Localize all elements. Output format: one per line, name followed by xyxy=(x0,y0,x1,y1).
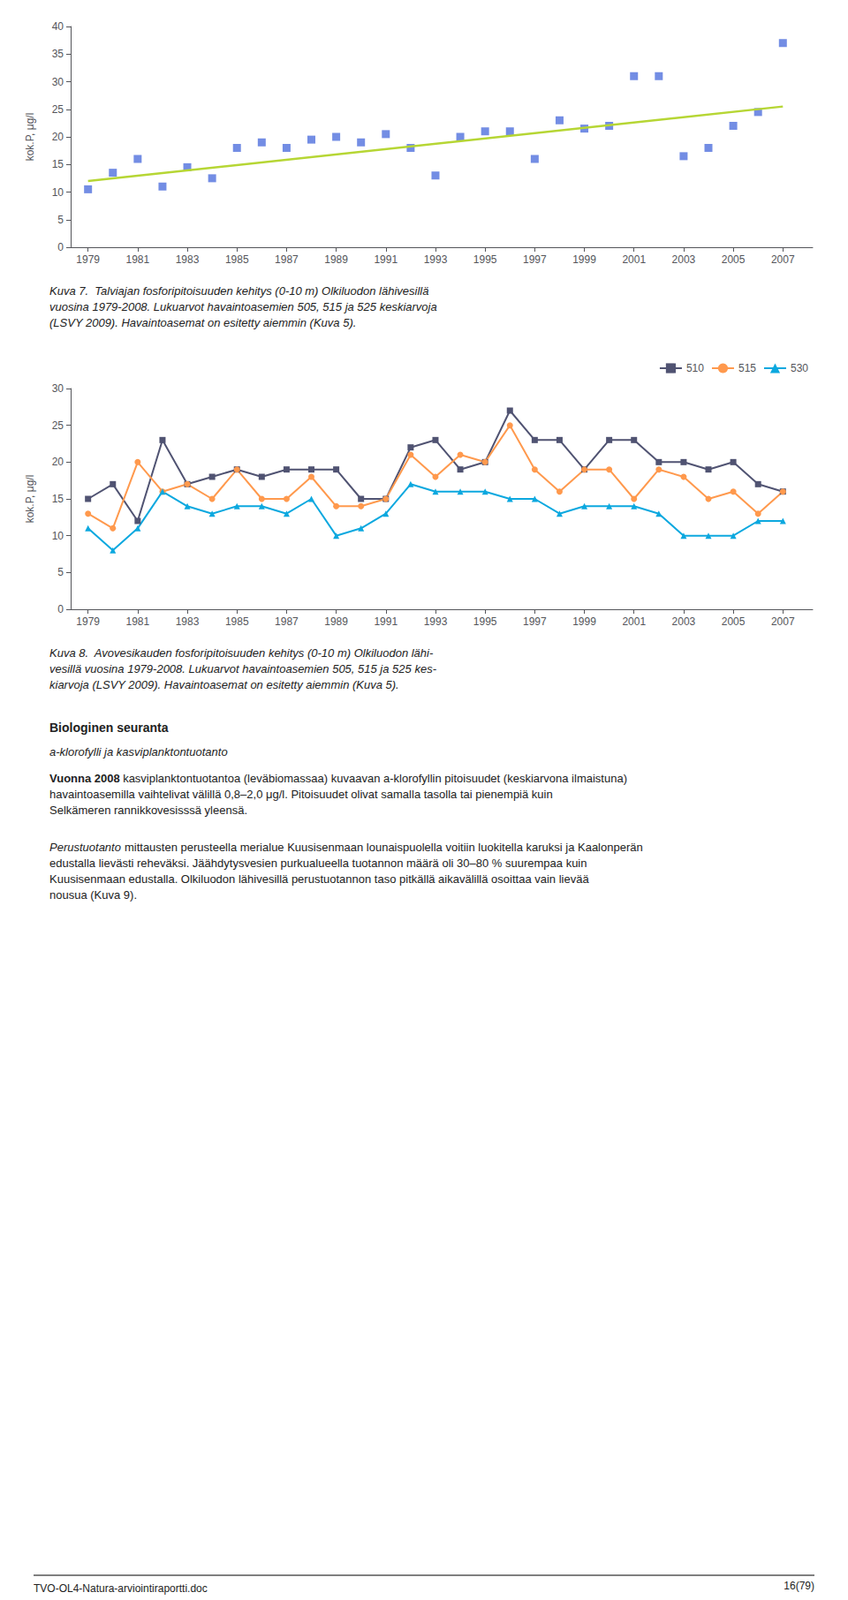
svg-text:2001: 2001 xyxy=(621,615,646,629)
svg-text:Perustuotanto: Perustuotanto xyxy=(49,840,122,855)
svg-text:kok.P, μg/l: kok.P, μg/l xyxy=(23,113,37,162)
svg-text:vesillä vuosina 1979-2008. Luk: vesillä vuosina 1979-2008. Lukuarvot hav… xyxy=(49,662,438,676)
svg-text:1979: 1979 xyxy=(75,615,100,629)
svg-text:1997: 1997 xyxy=(522,253,547,266)
svg-text:1979: 1979 xyxy=(75,253,100,266)
svg-text:510: 510 xyxy=(686,362,705,375)
svg-text:1995: 1995 xyxy=(473,253,498,266)
svg-text:1999: 1999 xyxy=(572,615,597,629)
svg-text:Kuva 8. Avovesikauden fosfori: Kuva 8. Avovesikauden fosforipitoisuuden… xyxy=(49,646,434,660)
svg-text:35: 35 xyxy=(52,47,65,61)
svg-text:1997: 1997 xyxy=(522,615,547,629)
svg-text:15: 15 xyxy=(52,158,65,171)
svg-text:25: 25 xyxy=(52,103,65,116)
svg-text:kiarvoja (LSVY 2009). Havainto: kiarvoja (LSVY 2009). Havaintoasemat on … xyxy=(49,678,400,692)
svg-text:16(79): 16(79) xyxy=(783,1580,815,1593)
svg-text:1993: 1993 xyxy=(424,615,448,629)
svg-text:1991: 1991 xyxy=(373,615,398,629)
svg-text:1989: 1989 xyxy=(324,253,349,266)
svg-text:2005: 2005 xyxy=(721,615,746,629)
svg-text:5: 5 xyxy=(57,566,64,579)
svg-text:1983: 1983 xyxy=(175,253,200,266)
svg-text:2007: 2007 xyxy=(771,253,795,266)
svg-text:530: 530 xyxy=(790,362,809,375)
svg-text:1991: 1991 xyxy=(373,253,398,266)
svg-text:1987: 1987 xyxy=(274,253,299,266)
svg-text:2005: 2005 xyxy=(721,253,746,266)
svg-text:10: 10 xyxy=(52,530,65,543)
svg-text:1987: 1987 xyxy=(274,615,299,629)
svg-text:30: 30 xyxy=(52,75,65,89)
svg-text:Biologinen seuranta: Biologinen seuranta xyxy=(49,720,169,735)
svg-text:20: 20 xyxy=(52,130,65,144)
svg-text:10: 10 xyxy=(52,186,65,199)
svg-text:1993: 1993 xyxy=(424,253,448,266)
svg-text:20: 20 xyxy=(52,455,65,469)
svg-text:edustalla lievästi reheväksi.: edustalla lievästi reheväksi. Jäähdytys­… xyxy=(49,856,591,871)
svg-text:kasviplanktontuotantoa (leväbi: kasviplanktontuotantoa (leväbiomassaa) k… xyxy=(120,772,631,786)
svg-text:nousua (Kuva 9).: nousua (Kuva 9). xyxy=(49,888,137,902)
svg-text:1999: 1999 xyxy=(572,253,597,266)
svg-text:1981: 1981 xyxy=(126,253,151,266)
svg-text:TVO-OL4-Natura-arviointiraport: TVO-OL4-Natura-arviointiraportti.doc xyxy=(33,1582,208,1596)
svg-text:kok.P, μg/l: kok.P, μg/l xyxy=(23,475,37,524)
svg-text:0: 0 xyxy=(57,241,64,254)
svg-text:Kuva 7. Talviajan fosforipito: Kuva 7. Talviajan fosforipitoisuuden keh… xyxy=(49,284,429,298)
svg-text:1985: 1985 xyxy=(225,615,250,629)
svg-text:Selkämeren rannikkovesisssä yl: Selkämeren rannikkovesisssä yleensä. xyxy=(49,803,248,818)
svg-text:0: 0 xyxy=(57,603,64,616)
svg-text:havaintoasemilla vaihtelivat v: havaintoasemilla vaihtelivat välillä 0,8… xyxy=(49,787,556,802)
svg-text:1985: 1985 xyxy=(225,253,250,266)
svg-text:Kuusisenmaan edustalla. Olkilu: Kuusisenmaan edustalla. Olkiluodon lähiv… xyxy=(49,872,592,886)
svg-text:15: 15 xyxy=(52,492,65,506)
svg-text:1983: 1983 xyxy=(175,615,200,629)
svg-text:515: 515 xyxy=(738,362,757,375)
svg-text:vuosina 1979-2008. Lukuarvot h: vuosina 1979-2008. Lukuarvot havaintoase… xyxy=(49,300,438,314)
svg-text:1989: 1989 xyxy=(324,615,349,629)
svg-text:a-klorofylli ja kasviplanktont: a-klorofylli ja kasviplanktontuotanto xyxy=(49,745,228,759)
svg-text:2001: 2001 xyxy=(621,253,646,266)
svg-text:2003: 2003 xyxy=(672,615,697,629)
svg-text:(LSVY 2009). Havaintoasemat on: (LSVY 2009). Havaintoasemat on esitetty … xyxy=(49,316,356,330)
svg-text:2007: 2007 xyxy=(771,615,795,629)
svg-text:30: 30 xyxy=(52,382,65,395)
svg-text:Vuonna 2008: Vuonna 2008 xyxy=(49,772,121,786)
svg-text:1995: 1995 xyxy=(473,615,498,629)
svg-text:2003: 2003 xyxy=(672,253,697,266)
svg-text:40: 40 xyxy=(52,20,65,33)
svg-text:1981: 1981 xyxy=(126,615,151,629)
svg-text:25: 25 xyxy=(52,419,65,432)
svg-text:mittausten perusteella merialu: mittausten perusteella merialue Kuusisen… xyxy=(124,840,646,855)
svg-text:5: 5 xyxy=(57,213,64,227)
